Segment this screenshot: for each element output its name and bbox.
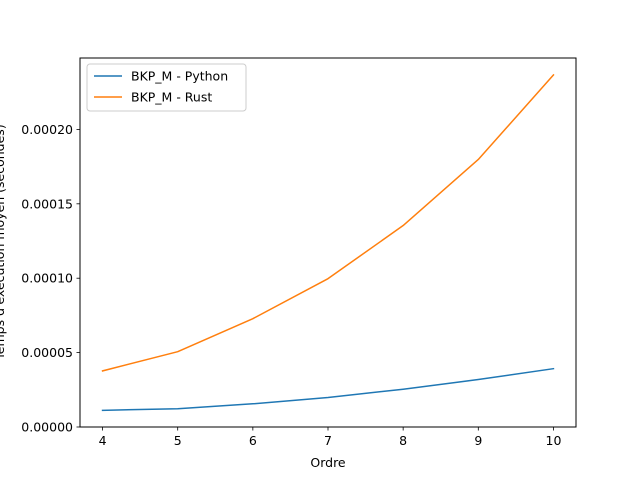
legend-label-rust: BKP_M - Rust: [131, 90, 212, 105]
x-tick-label: 9: [474, 433, 482, 448]
legend-label-python: BKP_M - Python: [131, 69, 228, 84]
series-line-rust: [101, 73, 555, 372]
y-tick-label: 0.00015: [21, 196, 73, 211]
y-tick-label: 0.00020: [21, 122, 73, 137]
y-tick-label: 0.00000: [21, 420, 73, 435]
legend: BKP_M - Python BKP_M - Rust: [86, 63, 247, 112]
plot-frame: [79, 57, 577, 428]
x-tick-label: 8: [399, 433, 407, 448]
chart-series: [101, 73, 555, 412]
y-tick-label: 0.00005: [21, 345, 73, 360]
y-axis-label: Temps d'exécution moyen (secondes): [0, 124, 7, 360]
y-tick-label: 0.00010: [21, 271, 73, 286]
x-tick-label: 7: [324, 433, 332, 448]
x-tick-label: 5: [174, 433, 182, 448]
x-tick-label: 4: [99, 433, 107, 448]
legend-box: [86, 63, 247, 112]
chart-ticks: 4 5 6 7 8 9 10 0.00000 0.00005 0.00010 0.00015 0.00…: [21, 122, 561, 448]
x-axis-label: Ordre: [310, 455, 346, 470]
series-line-python: [101, 367, 555, 412]
x-tick-label: 6: [249, 433, 257, 448]
x-tick-label: 10: [546, 433, 562, 448]
